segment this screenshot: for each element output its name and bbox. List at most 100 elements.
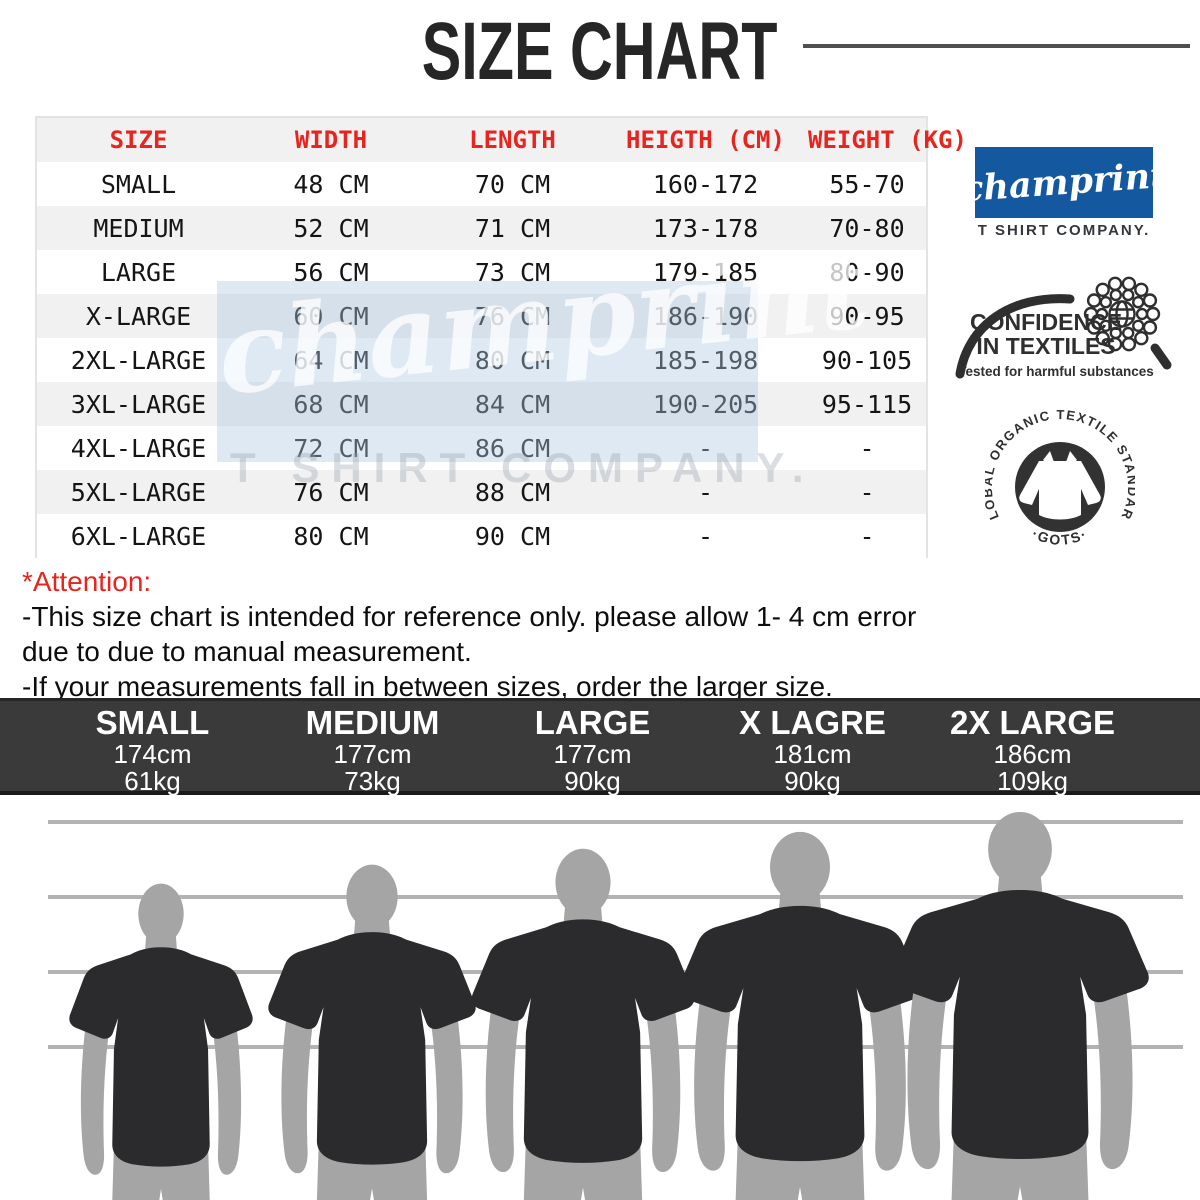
cell-size: 2XL-LARGE <box>70 345 207 375</box>
bar-weight-value: 61kg <box>124 766 181 796</box>
table-row: 6XL-LARGE 80 CM 90 CM - - <box>37 514 926 558</box>
badge-arc <box>955 294 1075 379</box>
figure-large <box>471 848 695 1200</box>
bar-size-label: X LAGRE <box>739 704 886 741</box>
cell-size: MEDIUM <box>93 213 184 243</box>
bar-size-label: 2X LARGE <box>949 704 1116 741</box>
confidence-textiles-badge: CONFIDENCE IN TEXTILES Tested for harmfu… <box>955 276 1172 379</box>
size-table: SIZE WIDTH LENGTH HEIGTH (CM) WEIGHT (KG… <box>35 116 967 558</box>
bar-weight-value: 90kg <box>784 766 841 796</box>
cell-weight: - <box>859 433 875 463</box>
attention-line3: -If your measurements fall in between si… <box>22 671 833 702</box>
table-row: LARGE 56 CM 73 CM 179-185 80-90 <box>37 250 926 294</box>
cell-length: 84 CM <box>474 389 551 419</box>
bar-size-label: SMALL <box>95 704 210 741</box>
cell-length: 80 CM <box>474 345 551 375</box>
cell-height: 186-190 <box>652 301 759 331</box>
cell-height: 185-198 <box>652 345 759 375</box>
cell-size: X-LARGE <box>85 301 192 331</box>
size-summary-bar: SMALL 174cm 61kg MEDIUM 177cm 73kg LARGE… <box>0 698 1200 795</box>
bar-weight-value: 109kg <box>997 766 1068 796</box>
table-row: 3XL-LARGE 68 CM 84 CM 190-205 95-115 <box>37 382 926 426</box>
figure-small <box>69 883 253 1200</box>
cell-height: 179-185 <box>652 257 759 287</box>
cell-weight: 90-95 <box>829 301 905 331</box>
page-title: SIZE CHART <box>421 5 778 98</box>
cell-width: 68 CM <box>293 389 369 419</box>
bar-weight-value: 73kg <box>344 766 401 796</box>
col-header-length: LENGTH <box>469 126 556 154</box>
cell-height: - <box>697 477 714 507</box>
cell-weight: 80-90 <box>829 257 905 287</box>
bar-size-label: LARGE <box>534 704 651 741</box>
table-row: 5XL-LARGE 76 CM 88 CM - - <box>37 470 926 514</box>
cell-size: 4XL-LARGE <box>70 433 207 463</box>
table-row: SMALL 48 CM 70 CM 160-172 55-70 <box>37 162 926 206</box>
table-row: X-LARGE 60 CM 76 CM 186-190 90-95 <box>37 294 926 338</box>
col-header-size: SIZE <box>109 126 168 154</box>
cell-weight: - <box>859 521 875 551</box>
svg-text:·GOTS·: ·GOTS· <box>1029 525 1090 548</box>
cell-weight: 70-80 <box>829 213 905 243</box>
bar-size-label: MEDIUM <box>305 704 440 741</box>
cell-width: 60 CM <box>293 301 369 331</box>
badge-arc-tail <box>1150 343 1172 370</box>
shirt-icon <box>1019 451 1101 520</box>
cell-size: LARGE <box>100 257 177 287</box>
col-header-height: HEIGTH (CM) <box>626 126 785 154</box>
cell-length: 90 CM <box>474 521 551 551</box>
cell-length: 88 CM <box>474 477 551 507</box>
cell-size: 6XL-LARGE <box>70 521 207 551</box>
attention-note: *Attention: -This size chart is intended… <box>22 564 1022 704</box>
cell-width: 64 CM <box>293 345 369 375</box>
bar-column-large: LARGE 177cm 90kg <box>490 704 695 795</box>
cell-length: 73 CM <box>474 257 551 287</box>
cell-height: 190-205 <box>652 389 759 419</box>
cell-weight: 90-105 <box>821 345 913 375</box>
flower-globe-icon <box>1083 276 1161 352</box>
brand-logo: champrint <box>961 147 1167 218</box>
cell-width: 48 CM <box>293 169 369 199</box>
bar-column-medium: MEDIUM 177cm 73kg <box>270 704 475 795</box>
cell-width: 56 CM <box>293 257 369 287</box>
gots-circle-text-bottom: ·GOTS· <box>1029 525 1088 548</box>
brand-logo-subtitle: T SHIRT COMPANY. <box>977 222 1151 239</box>
attention-heading: *Attention: <box>22 566 152 597</box>
cell-size: 5XL-LARGE <box>70 477 207 507</box>
table-row: MEDIUM 52 CM 71 CM 173-178 70-80 <box>37 206 926 250</box>
cell-weight: - <box>859 477 875 507</box>
col-header-weight: WEIGHT (KG) <box>808 126 967 154</box>
title-rule <box>803 44 1190 48</box>
bar-column-2x-large: 2X LARGE 186cm 109kg <box>930 704 1135 795</box>
bar-height-value: 177cm <box>553 739 632 769</box>
bar-column-x-large: X LAGRE 181cm 90kg <box>710 704 915 795</box>
bar-height-value: 186cm <box>993 739 1072 769</box>
brand-logo-script: champrint <box>960 154 1168 211</box>
bar-height-value: 181cm <box>773 739 852 769</box>
cell-weight: 95-115 <box>821 389 913 419</box>
confidence-line1: CONFIDENCE <box>970 309 1122 335</box>
confidence-line3: Tested for harmful substances <box>958 364 1154 379</box>
cell-width: 72 CM <box>293 433 369 463</box>
cell-height: 173-178 <box>652 213 759 243</box>
cell-length: 86 CM <box>474 433 551 463</box>
figure-2x-large <box>891 811 1149 1200</box>
cell-weight: 55-70 <box>829 169 905 199</box>
attention-line1: -This size chart is intended for referen… <box>22 601 917 632</box>
cell-width: 76 CM <box>293 477 369 507</box>
cell-width: 80 CM <box>293 521 369 551</box>
bar-column-small: SMALL 174cm 61kg <box>50 704 255 795</box>
attention-line2: due to due to manual measurement. <box>22 636 472 667</box>
cell-length: 76 CM <box>474 301 551 331</box>
cell-length: 71 CM <box>474 213 551 243</box>
cell-height: 160-172 <box>652 169 759 199</box>
figure-x-large <box>678 831 922 1200</box>
cell-length: 70 CM <box>474 169 551 199</box>
gots-badge: GLOBAL ORGANIC TEXTILE STANDARD ·GOTS· <box>985 402 1135 548</box>
bar-height-value: 174cm <box>113 739 192 769</box>
confidence-line2: IN TEXTILES <box>976 333 1115 359</box>
table-row: 2XL-LARGE 64 CM 80 CM 185-198 90-105 <box>37 338 926 382</box>
table-row: 4XL-LARGE 72 CM 86 CM - - <box>37 426 926 470</box>
size-lineup-figure <box>48 811 1183 1200</box>
